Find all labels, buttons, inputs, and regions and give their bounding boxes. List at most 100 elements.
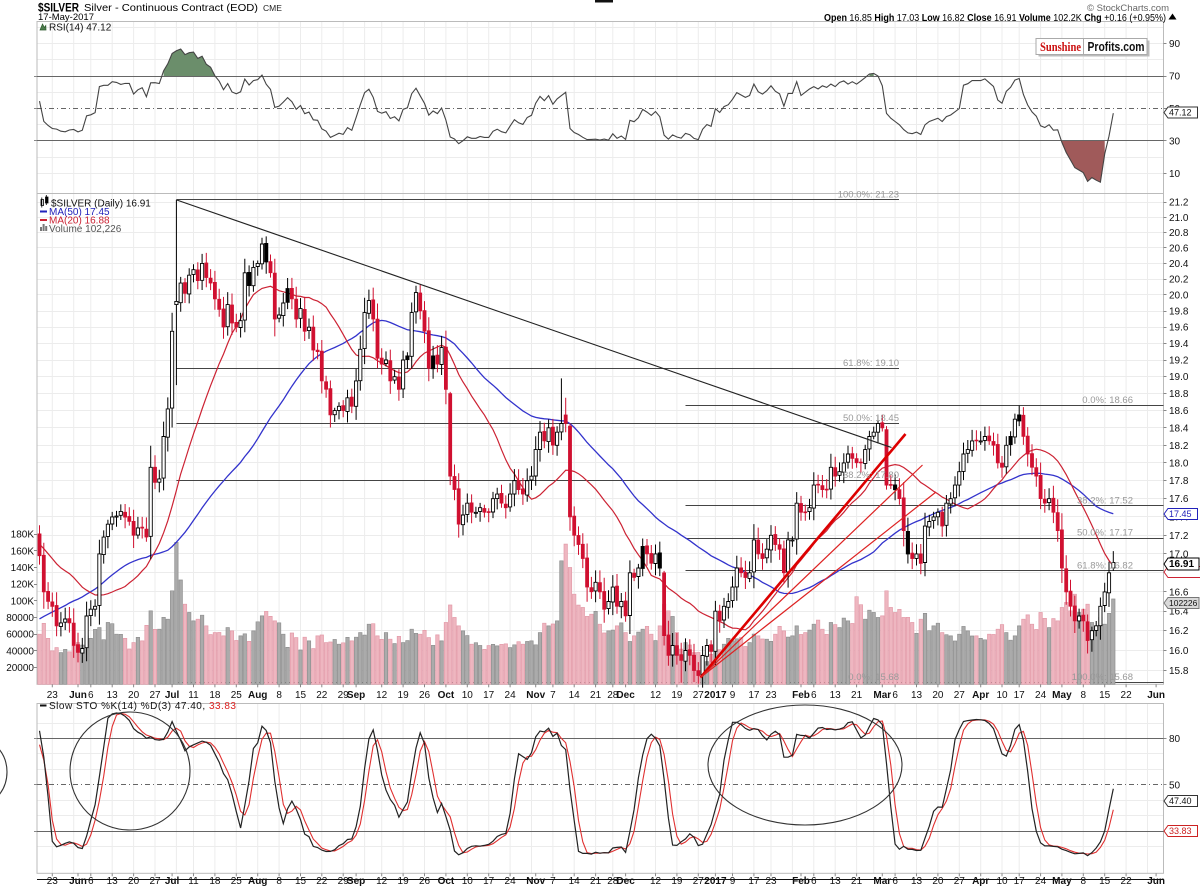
svg-text:Dec: Dec [616,690,635,701]
svg-text:21: 21 [590,690,602,701]
svg-text:80000: 80000 [6,613,34,624]
svg-text:16.4: 16.4 [1169,607,1189,618]
svg-text:0.0%: 15.68: 0.0%: 15.68 [848,672,899,683]
svg-text:60000: 60000 [6,630,34,641]
svg-text:21: 21 [851,876,863,887]
svg-text:Slow STO %K(14) %D(3) 47.40, 3: Slow STO %K(14) %D(3) 47.40, 33.83 [49,701,236,712]
svg-text:27: 27 [954,876,966,887]
svg-text:CME: CME [263,3,282,13]
svg-text:May: May [1052,876,1072,887]
svg-text:$SILVER: $SILVER [38,3,80,15]
svg-text:27: 27 [693,876,705,887]
svg-text:MA(50) 17.45: MA(50) 17.45 [49,207,110,218]
svg-text:29: 29 [338,876,350,887]
svg-text:8: 8 [276,876,282,887]
svg-text:21.0: 21.0 [1169,213,1189,224]
svg-text:13: 13 [107,876,119,887]
svg-text:11: 11 [188,876,199,887]
svg-text:19: 19 [671,876,683,887]
svg-text:7: 7 [550,876,556,887]
svg-text:18: 18 [209,876,221,887]
svg-text:28: 28 [607,876,619,887]
svg-text:Oct: Oct [438,690,455,701]
svg-text:180K: 180K [11,530,35,541]
svg-text:Open 16.85 High 17.03 Low 16.8: Open 16.85 High 17.03 Low 16.82 Close 16… [824,13,1166,24]
svg-text:20.2: 20.2 [1169,275,1189,286]
svg-text:MA(20) 16.88: MA(20) 16.88 [49,216,110,227]
svg-text:61.8%: 16.82: 61.8%: 16.82 [1077,560,1133,571]
svg-text:24: 24 [505,876,517,887]
svg-text:Apr: Apr [972,690,989,701]
svg-text:20.4: 20.4 [1169,259,1189,270]
svg-text:24: 24 [1035,876,1047,887]
svg-text:29: 29 [338,690,350,701]
svg-text:10: 10 [462,876,474,887]
svg-text:61.8%: 19.10: 61.8%: 19.10 [843,358,899,369]
svg-text:6: 6 [88,876,94,887]
svg-text:6: 6 [892,690,898,701]
svg-text:12: 12 [376,876,388,887]
svg-text:19.4: 19.4 [1169,339,1189,350]
svg-text:15: 15 [295,690,307,701]
svg-text:27: 27 [954,690,966,701]
svg-text:17: 17 [748,690,760,701]
svg-text:Feb: Feb [792,690,810,701]
svg-text:20: 20 [128,690,140,701]
svg-text:6: 6 [88,690,94,701]
svg-text:Jun: Jun [1147,876,1165,887]
svg-text:17.8: 17.8 [1169,476,1189,487]
svg-text:Apr: Apr [972,876,989,887]
svg-text:22: 22 [316,690,328,701]
svg-text:18.0: 18.0 [1169,458,1189,469]
svg-text:20: 20 [932,690,944,701]
svg-text:10: 10 [996,690,1008,701]
svg-text:6: 6 [811,690,817,701]
svg-text:Oct: Oct [438,876,455,887]
svg-text:17-May-2017: 17-May-2017 [38,12,94,23]
svg-text:Sep: Sep [347,876,365,887]
svg-text:23: 23 [47,690,59,701]
svg-text:17.6: 17.6 [1169,494,1189,505]
svg-text:140K: 140K [11,563,35,574]
svg-text:22: 22 [1121,690,1133,701]
svg-text:13: 13 [830,690,842,701]
svg-text:24: 24 [505,690,517,701]
svg-text:23: 23 [765,876,777,887]
svg-text:Dec: Dec [616,876,635,887]
svg-text:80: 80 [1169,734,1181,745]
svg-text:19.6: 19.6 [1169,323,1189,334]
svg-text:17: 17 [483,876,495,887]
svg-text:70: 70 [1169,72,1181,83]
svg-text:18.6: 18.6 [1169,406,1189,417]
svg-text:26: 26 [419,690,431,701]
svg-text:19: 19 [398,690,410,701]
svg-text:Feb: Feb [792,876,810,887]
svg-text:18: 18 [209,690,221,701]
svg-text:20000: 20000 [6,663,34,674]
svg-text:17.45: 17.45 [1169,509,1192,519]
svg-text:15.8: 15.8 [1169,666,1189,677]
svg-text:22: 22 [1121,876,1133,887]
svg-text:16.2: 16.2 [1169,626,1189,637]
svg-text:Nov: Nov [526,690,545,701]
svg-text:13: 13 [911,876,923,887]
svg-text:27: 27 [693,690,705,701]
svg-text:$SILVER (Daily) 16.91: $SILVER (Daily) 16.91 [51,199,151,210]
svg-text:38.2%: 17.52: 38.2%: 17.52 [1077,495,1133,506]
svg-text:© StockCharts.com: © StockCharts.com [1087,3,1169,14]
svg-text:10: 10 [1169,169,1181,180]
svg-text:12: 12 [650,876,662,887]
svg-text:38.2%: 17.80: 38.2%: 17.80 [843,470,899,481]
svg-text:26: 26 [419,876,431,887]
svg-text:16.6: 16.6 [1169,587,1189,598]
svg-text:100.0%: 21.23: 100.0%: 21.23 [838,189,899,200]
svg-text:14: 14 [569,690,581,701]
svg-text:12: 12 [650,690,662,701]
svg-text:25: 25 [231,876,243,887]
svg-text:120K: 120K [11,580,35,591]
svg-text:19: 19 [671,690,683,701]
svg-text:27: 27 [149,876,161,887]
svg-text:90: 90 [1169,39,1181,50]
svg-text:19.8: 19.8 [1169,307,1189,318]
svg-text:Nov: Nov [526,876,545,887]
